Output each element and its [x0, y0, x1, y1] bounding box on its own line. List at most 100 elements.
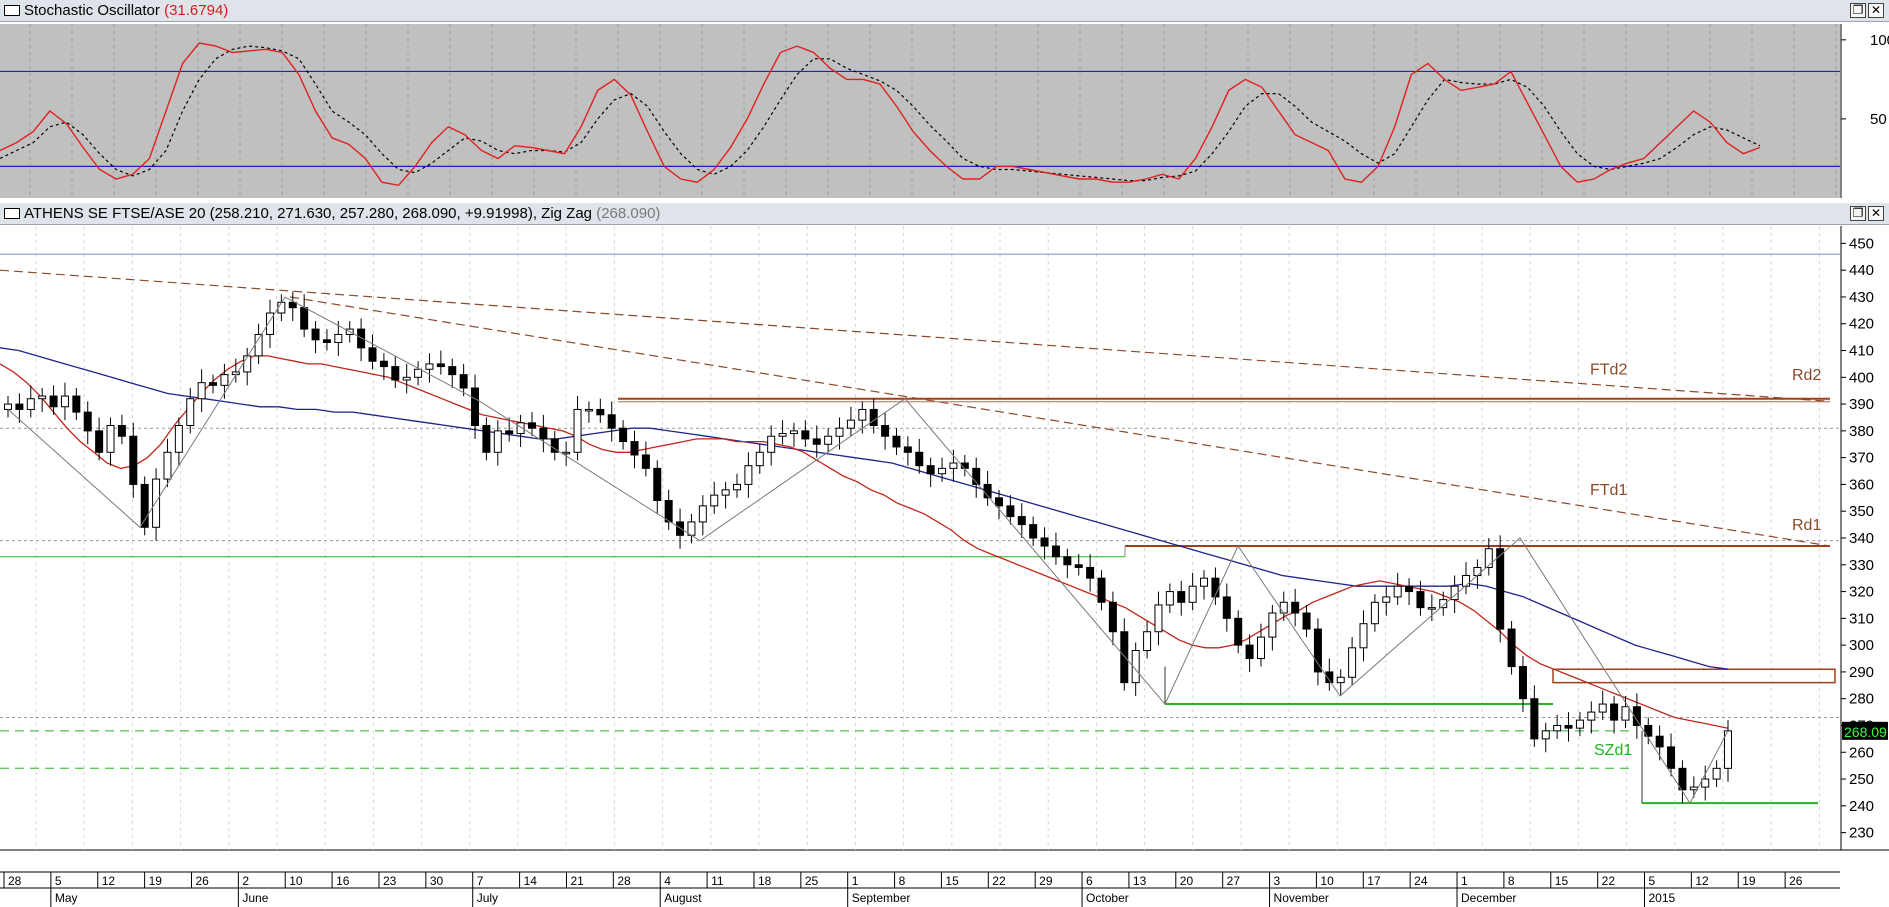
price-tick-label: 440	[1849, 262, 1874, 279]
candle-body	[744, 465, 753, 485]
candle-body	[584, 408, 593, 412]
candle-body	[505, 430, 514, 435]
candle-body	[869, 408, 878, 427]
candle	[630, 430, 639, 469]
candle-body	[140, 483, 149, 528]
candle	[1484, 538, 1493, 576]
price-pane-header: ATHENS SE FTSE/ASE 20 (258.210, 271.630,…	[0, 203, 1889, 225]
candle-body	[448, 366, 457, 376]
candle-body	[733, 483, 742, 491]
candle-body	[1427, 607, 1436, 610]
candle	[1575, 712, 1584, 737]
candle-body	[562, 451, 571, 455]
candle	[1291, 588, 1300, 627]
price-title: ATHENS SE FTSE/ASE 20 (258.210, 271.630,…	[24, 203, 660, 225]
candle-body	[186, 398, 195, 427]
price-tick-label: 400	[1849, 369, 1874, 386]
stochastic-d-line	[0, 45, 1761, 182]
restore-icon[interactable]: ❐	[1850, 3, 1866, 18]
date-tick-label: 23	[383, 874, 397, 888]
candle	[402, 363, 411, 394]
candle	[140, 476, 149, 536]
candle-body	[1598, 703, 1607, 713]
candle-body	[550, 438, 559, 453]
month-label: 2015	[1649, 891, 1676, 905]
date-tick-label: 16	[336, 874, 350, 888]
candle-body	[38, 395, 47, 400]
candle	[1427, 594, 1436, 622]
price-tick-label: 360	[1849, 476, 1874, 493]
candle-body	[1701, 778, 1710, 788]
candle-body	[1496, 548, 1505, 630]
candle-body	[1256, 636, 1265, 660]
candle-body	[1712, 767, 1721, 780]
stochastic-value: (31.6794)	[164, 2, 229, 19]
candle-body	[1040, 537, 1049, 547]
candle-body	[95, 430, 104, 453]
candle	[1370, 594, 1379, 632]
price-name: ATHENS SE FTSE/ASE 20	[24, 205, 206, 222]
price-tick-label: 380	[1849, 423, 1874, 440]
candle	[1051, 532, 1060, 565]
candle	[926, 457, 935, 488]
candle	[1518, 655, 1527, 713]
candle-body	[527, 422, 536, 429]
date-tick-label: 1	[1461, 874, 1468, 888]
candle-body	[106, 425, 115, 453]
date-tick-label: 22	[1602, 874, 1616, 888]
price-tick-label: 320	[1849, 584, 1874, 601]
candle	[1154, 591, 1163, 646]
candle-body	[653, 467, 662, 502]
restore-icon[interactable]: ❐	[1850, 206, 1866, 221]
candle-body	[1017, 516, 1026, 526]
candle-body	[60, 395, 69, 408]
candle	[767, 425, 776, 466]
price-tick-label: 370	[1849, 450, 1874, 467]
candle	[1302, 604, 1311, 638]
candle	[573, 396, 582, 461]
candle-body	[1632, 706, 1641, 726]
candle	[1188, 572, 1197, 611]
candle	[471, 374, 480, 439]
candle	[1313, 618, 1322, 686]
candle	[664, 489, 673, 530]
price-tick-label: 420	[1849, 316, 1874, 333]
candle	[1701, 765, 1710, 801]
candle	[1359, 610, 1368, 662]
date-tick-label: 30	[430, 874, 444, 888]
candle-body	[1279, 601, 1288, 614]
price-tick-label: 390	[1849, 396, 1874, 413]
candle	[243, 347, 252, 386]
candle	[505, 417, 514, 442]
candle-body	[209, 382, 218, 386]
candle	[1006, 495, 1015, 525]
date-axis-area	[0, 872, 1889, 907]
candle	[106, 417, 115, 466]
close-icon[interactable]: ✕	[1868, 206, 1884, 221]
date-tick-label: 12	[1695, 874, 1709, 888]
candle	[1382, 586, 1391, 616]
candle	[1097, 570, 1106, 611]
month-label: September	[852, 891, 911, 905]
candle-body	[174, 425, 183, 453]
candle	[163, 438, 172, 488]
candle	[744, 452, 753, 498]
date-tick-label: 15	[945, 874, 959, 888]
candle-body	[1165, 591, 1174, 606]
last-price-label: 268.09	[1844, 724, 1887, 740]
close-icon[interactable]: ✕	[1868, 3, 1884, 18]
candle-body	[1644, 724, 1653, 737]
candle-body	[482, 425, 491, 453]
candle-body	[1291, 601, 1300, 614]
candle-body	[357, 328, 366, 349]
candle-body	[83, 411, 92, 432]
candle	[49, 385, 58, 415]
candle-body	[1370, 601, 1379, 625]
indicator-value: (268.090)	[596, 205, 661, 222]
candle	[311, 321, 320, 354]
candle-body	[1177, 591, 1186, 603]
zig-zag-line	[7, 296, 1729, 805]
trendline-ftd1	[289, 296, 1831, 547]
candle-body	[801, 430, 810, 440]
candle	[938, 457, 947, 482]
